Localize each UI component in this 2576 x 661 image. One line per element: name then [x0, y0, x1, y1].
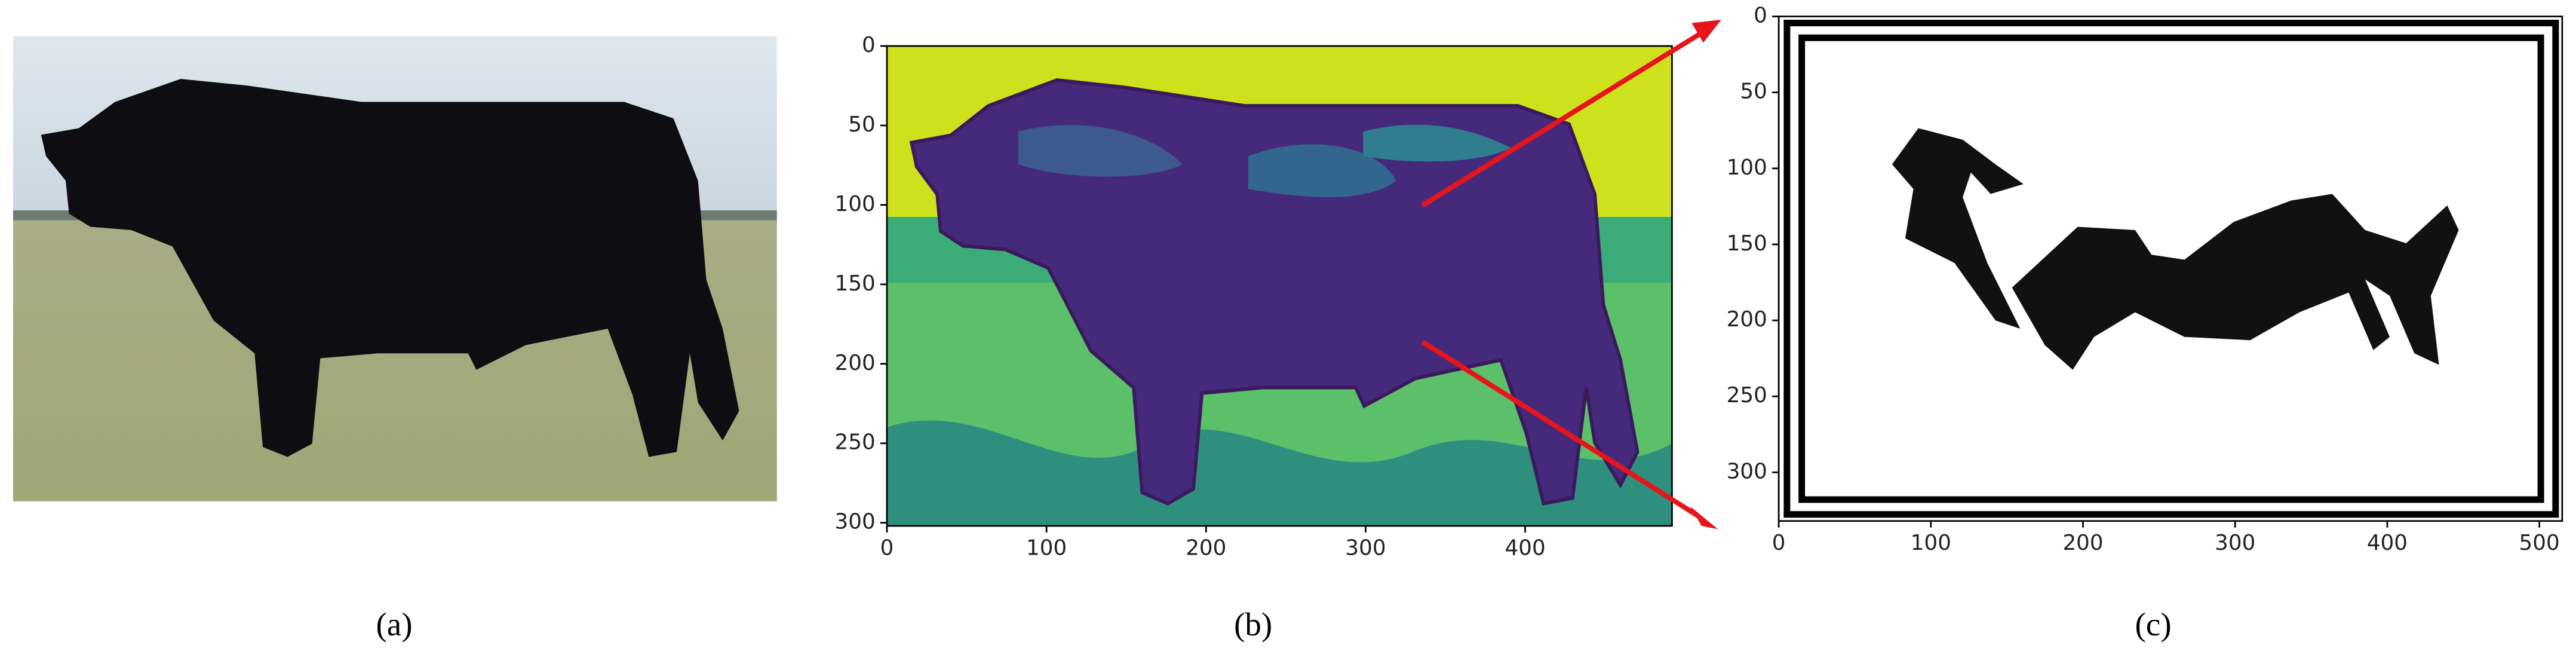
x-tick-label: 200: [2062, 531, 2103, 555]
y-tick-label: 250: [1727, 383, 1767, 408]
y-tick-label: 200: [1727, 307, 1767, 332]
arrows: [1421, 19, 1721, 530]
axes-frame: [886, 45, 1673, 527]
x-tick-label: 300: [1345, 535, 1386, 560]
x-tick-label: 100: [1911, 531, 1951, 555]
y-tick-label: 300: [1727, 459, 1767, 483]
y-tick-label: 50: [1740, 79, 1767, 104]
y-tick-label: 300: [835, 510, 876, 534]
x-tick-label: 100: [1026, 535, 1067, 560]
y-tick-label: 200: [835, 351, 876, 375]
panel-caption: (c): [2135, 606, 2172, 642]
y-tick-label: 150: [835, 271, 876, 296]
photo: [13, 36, 777, 501]
y-tick-label: 250: [835, 430, 876, 455]
y-tick-label: 100: [1727, 155, 1767, 180]
y-tick-label: 0: [1754, 3, 1767, 27]
x-tick-label: 500: [2519, 531, 2560, 555]
mask-image: [1777, 16, 2563, 522]
contour-map: [886, 45, 1672, 526]
x-tick-label: 300: [2215, 531, 2255, 555]
panel-caption: (a): [376, 606, 413, 642]
y-tick-label: 50: [848, 112, 875, 137]
x-tick-label: 0: [880, 535, 894, 560]
x-tick-label: 200: [1186, 535, 1226, 560]
x-tick-label: 400: [1505, 535, 1546, 560]
x-tick-label: 0: [1772, 531, 1786, 555]
y-tick-label: 150: [1727, 231, 1767, 256]
y-tick-label: 0: [862, 33, 876, 57]
y-tick-label: 100: [835, 192, 876, 216]
panel-caption: (b): [1234, 606, 1272, 642]
x-tick-label: 400: [2367, 531, 2408, 555]
